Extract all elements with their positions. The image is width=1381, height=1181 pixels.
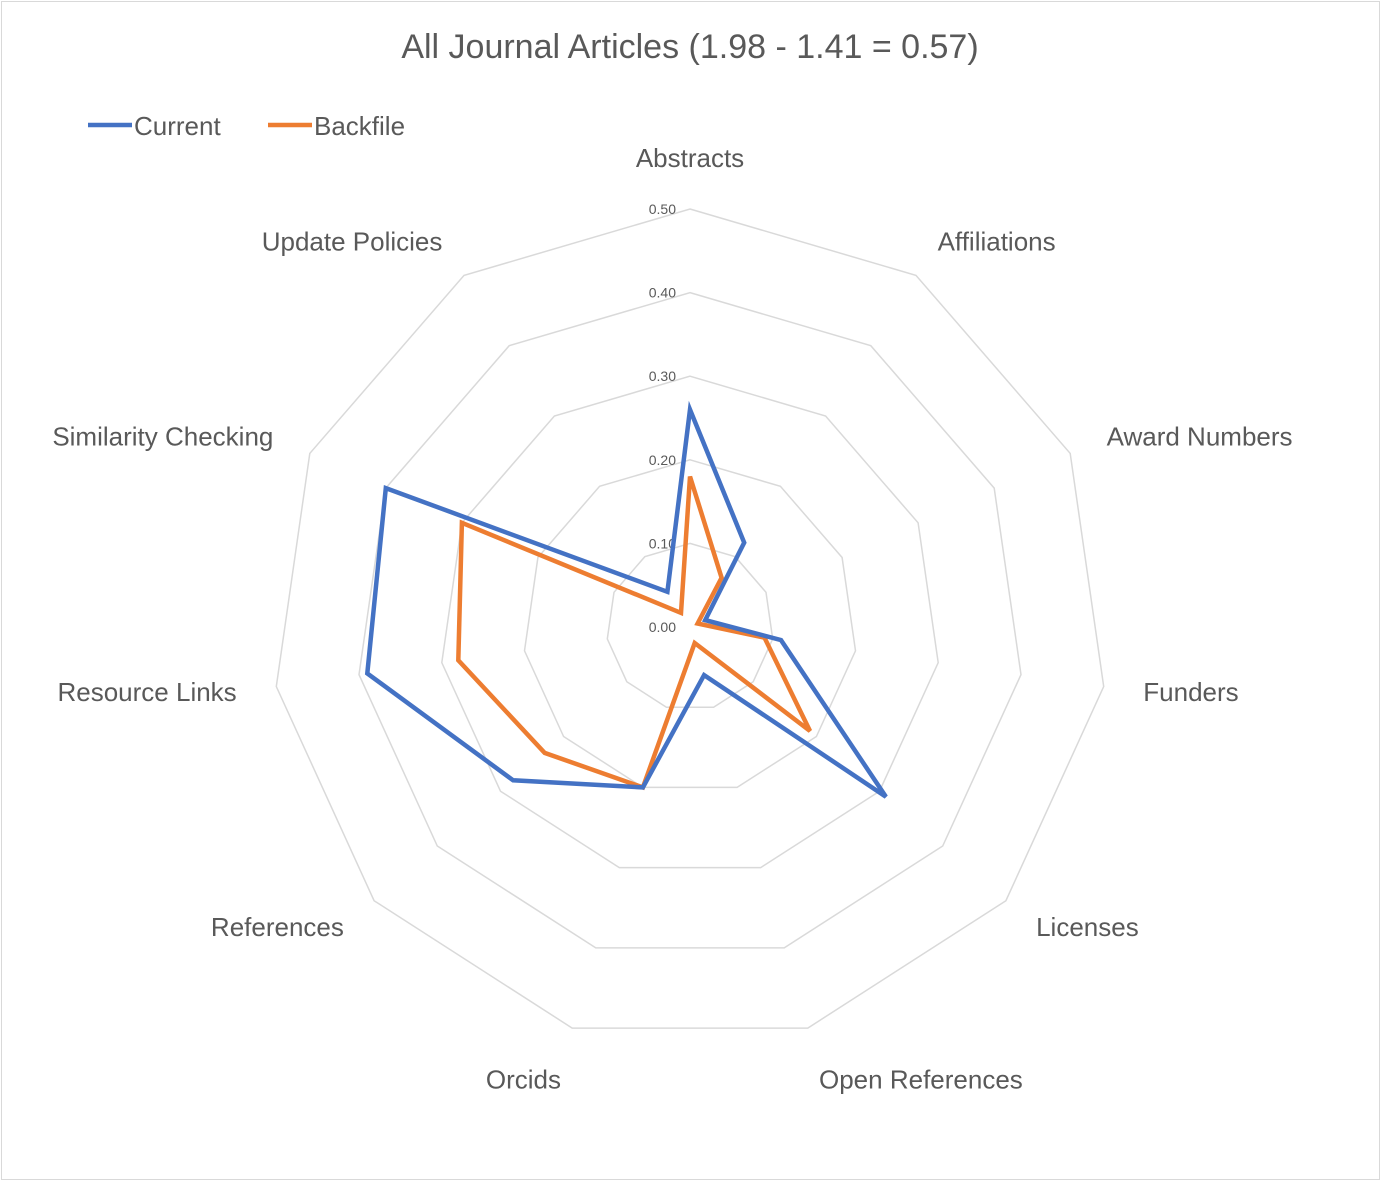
tick-label: 0.30 — [649, 368, 676, 384]
tick-label: 0.20 — [649, 452, 676, 468]
grid-ring — [275, 208, 1105, 1029]
tick-label: 0.50 — [649, 201, 676, 217]
category-label: Funders — [1143, 677, 1238, 707]
radial-tick-labels: 0.00 0.10 0.20 0.30 0.40 0.50 — [649, 201, 676, 635]
category-label: Orcids — [486, 1064, 561, 1094]
category-label: Update Policies — [262, 227, 443, 257]
category-label: Similarity Checking — [52, 422, 273, 452]
category-label: Open References — [819, 1064, 1023, 1094]
series-line-backfile — [456, 475, 813, 791]
legend-label: Backfile — [314, 111, 405, 141]
grid-ring — [441, 375, 939, 869]
tick-label: 0.40 — [649, 285, 676, 301]
category-label: Licenses — [1036, 912, 1139, 942]
legend-item-current: Current — [88, 111, 221, 141]
category-label: Affiliations — [938, 227, 1056, 257]
category-label: References — [211, 912, 344, 942]
legend: Current Backfile — [88, 111, 405, 141]
radar-grid — [275, 208, 1105, 1029]
category-label: Resource Links — [57, 677, 236, 707]
tick-label: 0.10 — [649, 535, 676, 551]
legend-item-backfile: Backfile — [268, 111, 405, 141]
legend-label: Current — [134, 111, 221, 141]
chart-title: All Journal Articles (1.98 - 1.41 = 0.57… — [401, 28, 978, 66]
category-label: Abstracts — [636, 143, 744, 173]
tick-label: 0.00 — [649, 619, 676, 635]
grid-ring — [358, 291, 1022, 949]
series-lines — [364, 400, 888, 799]
category-label: Award Numbers — [1107, 422, 1293, 452]
category-labels: Abstracts Affiliations Award Numbers Funder… — [52, 143, 1292, 1094]
series-line-current — [364, 400, 888, 799]
